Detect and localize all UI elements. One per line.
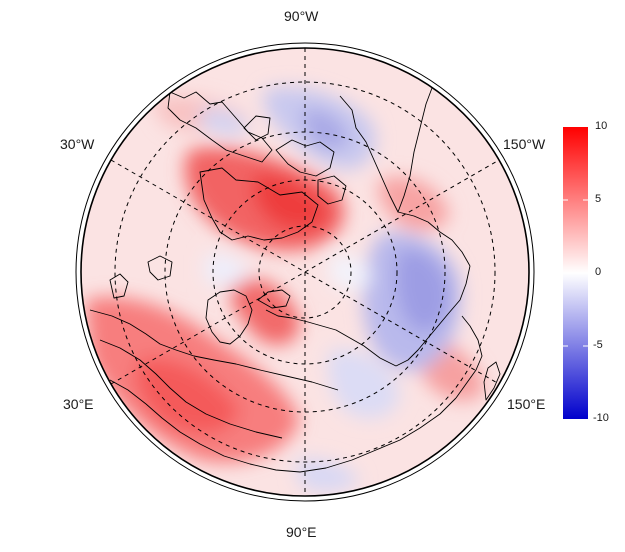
warm-anomaly-alaska [378,176,450,231]
europe-border-2 [99,339,283,439]
cold-anomaly-hudson [300,109,350,150]
lon-label-150w: 150°W [503,136,546,152]
anomaly-field [81,48,529,496]
scandinavia-outline [205,289,253,345]
graticule [110,48,500,496]
colorbar [563,127,588,419]
cold-anomaly-labrador [200,108,250,136]
map-frame-edge [75,42,535,502]
lon-label-90w: 90°W [284,8,319,24]
colorbar-label-0: 0 [595,266,602,278]
labrador-coast [243,115,271,141]
east-asia-coast [455,315,483,399]
lon-label-30e: 30°E [63,396,94,412]
warm-anomaly-baffin [253,174,330,231]
warm-anomaly-russia-core [136,358,240,434]
lat-circle-50 [114,81,496,463]
novaya-zemlya [257,289,291,309]
coastlines [89,87,501,473]
cold-anomaly-mongolia [328,349,400,419]
alaska-coast [397,211,471,267]
neutral-anomaly-norway-sea [205,253,250,287]
map-frame-outer [80,47,530,497]
colorbar-label-neg5: -5 [593,339,603,351]
warm-anomaly-barents [229,277,300,345]
asia-southern-border [109,379,457,473]
ellesmere-outline [317,175,347,205]
lon-label-30w: 30°W [60,136,95,152]
baffin-outline [275,139,335,177]
cold-anomaly-india [295,458,360,492]
north-america-east [167,91,273,163]
iceland-outline [147,255,173,281]
lon-label-150e: 150°E [507,396,546,412]
north-america-west [339,87,433,213]
colorbar-ticks [563,199,588,347]
siberia-east-coast [395,265,471,367]
meridian-30e-150w [110,159,500,385]
uk-outline [109,273,129,299]
colorbar-label-5: 5 [595,193,602,205]
cold-anomaly-siberia-core [395,249,450,332]
colorbar-label-10: 10 [595,120,608,132]
colorbar-label-neg10: -10 [593,412,609,424]
lon-label-90e: 90°E [286,524,317,540]
greenland-outline [199,167,319,241]
japan-outline [483,361,501,401]
europe-border-1 [89,309,339,391]
siberia-north-coast [265,309,397,367]
